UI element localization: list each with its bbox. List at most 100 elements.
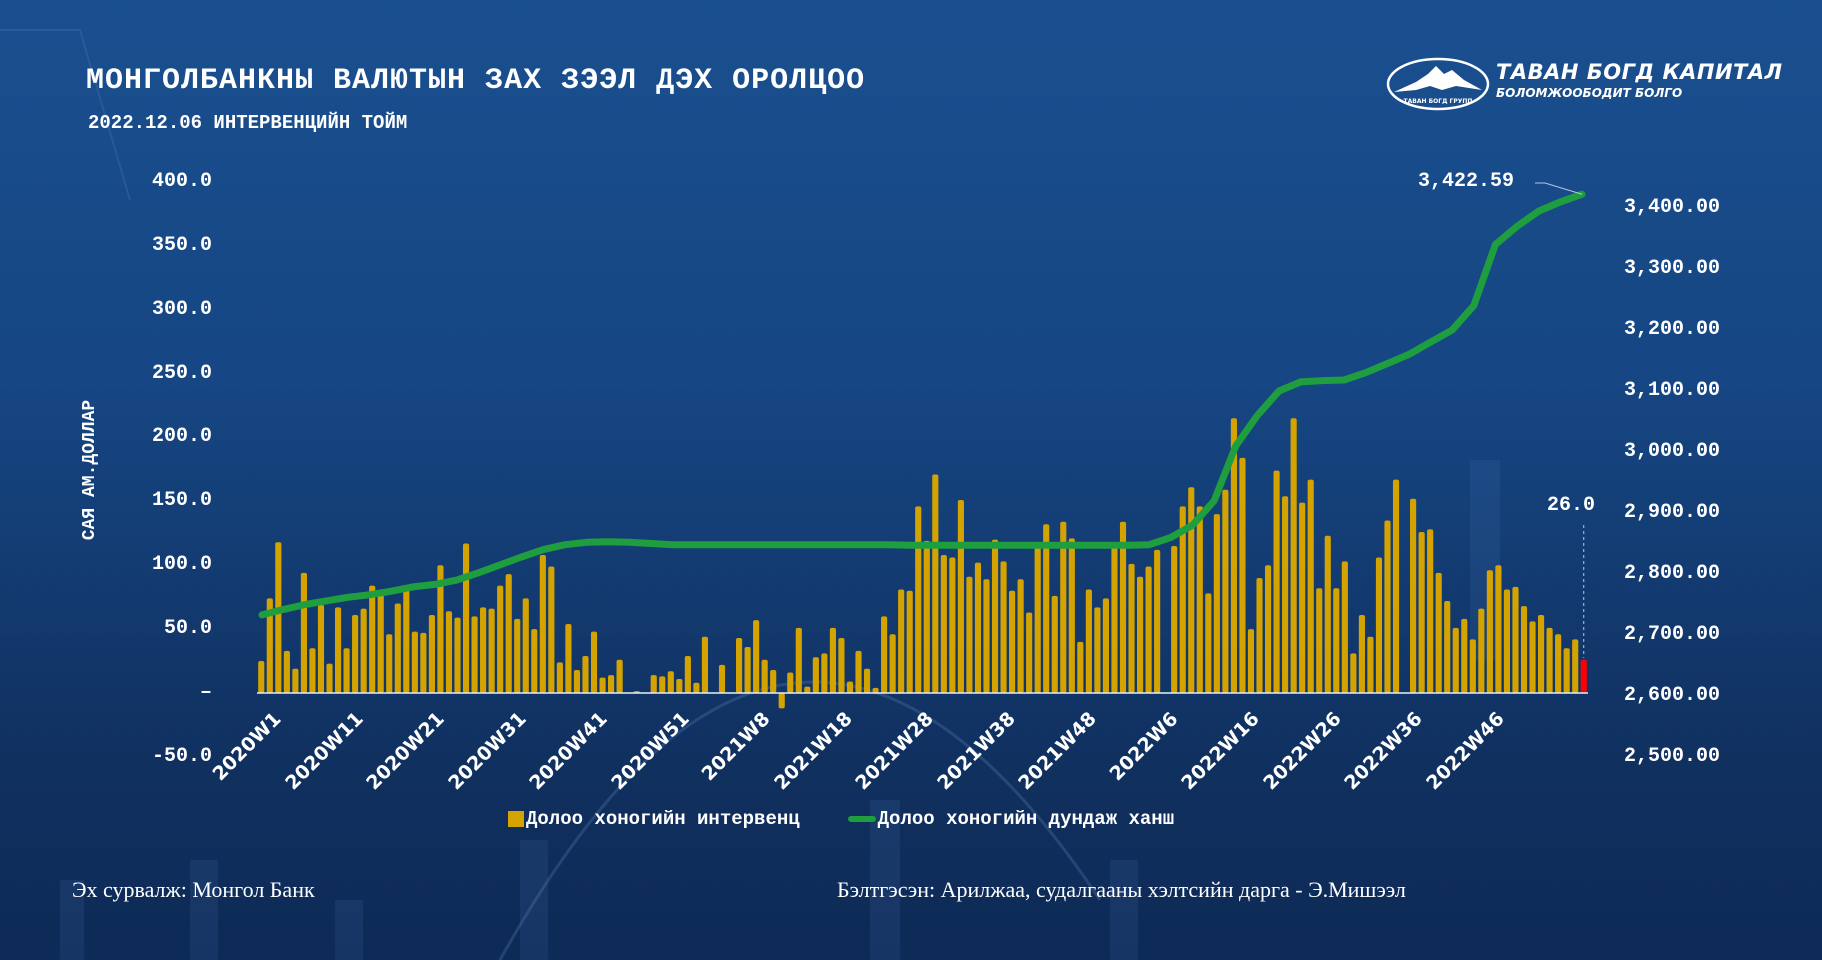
bar [1358, 615, 1365, 693]
bar [1128, 563, 1135, 693]
bar [1213, 514, 1220, 693]
bar [573, 669, 581, 693]
bar [667, 671, 674, 693]
bar [761, 659, 768, 693]
y-tick-left: 300.0 [151, 297, 212, 321]
last-rate-label: 3,422.59 [1418, 170, 1515, 193]
bar [898, 589, 905, 693]
bar [505, 574, 512, 693]
bar [317, 604, 325, 693]
bar [1145, 566, 1152, 693]
bar [1060, 521, 1067, 693]
y-tick-right: 2,700.00 [1624, 623, 1721, 646]
bar [684, 655, 691, 693]
bar [1341, 561, 1348, 693]
bar [881, 616, 888, 693]
y-tick-right: 3,300.00 [1624, 257, 1721, 280]
bar [437, 565, 444, 693]
bar [1026, 612, 1033, 693]
bar [795, 627, 802, 693]
bar [923, 540, 930, 693]
bar [753, 620, 760, 693]
bar [420, 632, 427, 693]
bar [334, 607, 342, 693]
bar [1222, 489, 1229, 693]
mountain-logo-icon: ТАВАН БОГД ГРУПП [1386, 57, 1490, 111]
bar [855, 650, 862, 693]
company-logo: ТАВАН БОГД ГРУПП ТАВАН БОГД КАПИТАЛ БОЛО… [1386, 56, 1822, 112]
bar [676, 678, 683, 693]
bar [1009, 590, 1016, 693]
bar [1384, 520, 1391, 693]
bar [1239, 457, 1246, 693]
bar [1350, 653, 1357, 693]
chart-legend: Долоо хоногийн интервенц Долоо хоногийн … [508, 808, 1174, 830]
bar [514, 618, 521, 693]
y-tick-left: 100.0 [151, 553, 212, 577]
y-tick-right: 2,900.00 [1624, 501, 1721, 524]
bar [1034, 546, 1041, 693]
bar [1520, 606, 1528, 693]
bar [1410, 498, 1417, 693]
bar [1333, 588, 1340, 693]
bar [1529, 621, 1536, 693]
bar [974, 562, 982, 693]
y-tick-right: 2,800.00 [1624, 562, 1721, 585]
bar [403, 589, 410, 693]
bar [1102, 598, 1110, 693]
bar [1538, 615, 1545, 693]
bar [565, 623, 572, 693]
bar [932, 474, 939, 693]
bar [735, 638, 743, 693]
bar [445, 611, 453, 693]
bar [1444, 600, 1451, 693]
bar [1136, 576, 1144, 693]
bar [872, 687, 879, 693]
bar [1316, 588, 1323, 693]
bar [1154, 549, 1161, 693]
bar [1307, 479, 1314, 693]
bar [957, 500, 964, 693]
bar [1068, 538, 1075, 693]
bar [488, 608, 495, 693]
bar [283, 650, 290, 693]
bar [386, 634, 393, 693]
bar [966, 576, 973, 693]
bar [1282, 496, 1289, 693]
legend-item-intervention: Долоо хоногийн интервенц [508, 808, 800, 830]
bar [1290, 418, 1297, 693]
bar [556, 662, 563, 693]
bar [1196, 506, 1203, 693]
svg-text:ТАВАН БОГД ГРУПП: ТАВАН БОГД ГРУПП [1404, 98, 1473, 105]
bar [471, 616, 478, 693]
bar [1264, 565, 1272, 693]
bar [428, 615, 435, 693]
bar [258, 661, 265, 693]
bar [1495, 565, 1502, 693]
bar [1188, 487, 1195, 693]
legend-label-rate: Долоо хоногийн дундаж ханш [877, 808, 1175, 830]
bar [744, 646, 751, 693]
bar [1580, 659, 1587, 693]
bar [1367, 636, 1374, 693]
bar [983, 579, 990, 693]
bar [1230, 418, 1237, 693]
y-tick-left: 400.0 [151, 169, 212, 193]
bar [1469, 639, 1476, 693]
bar [1546, 627, 1553, 693]
bar [1427, 529, 1434, 693]
bar [1273, 470, 1280, 693]
y-tick-right: 3,400.00 [1624, 196, 1721, 219]
bar [1512, 586, 1519, 693]
bar [1478, 608, 1485, 693]
bar [778, 693, 785, 709]
bar [846, 681, 854, 693]
y-tick-left: 200.0 [151, 425, 212, 449]
bar [1247, 629, 1255, 693]
bar [787, 672, 794, 693]
logo-name: ТАВАН БОГД КАПИТАЛ [1496, 60, 1783, 84]
source-note: Эх сурвалж: Монгол Банк [72, 877, 315, 902]
bar-swatch-icon [508, 811, 524, 827]
bar [377, 593, 384, 693]
page-subtitle: 2022.12.06 ИНТЕРВЕНЦИЙН ТОЙМ [88, 112, 408, 134]
